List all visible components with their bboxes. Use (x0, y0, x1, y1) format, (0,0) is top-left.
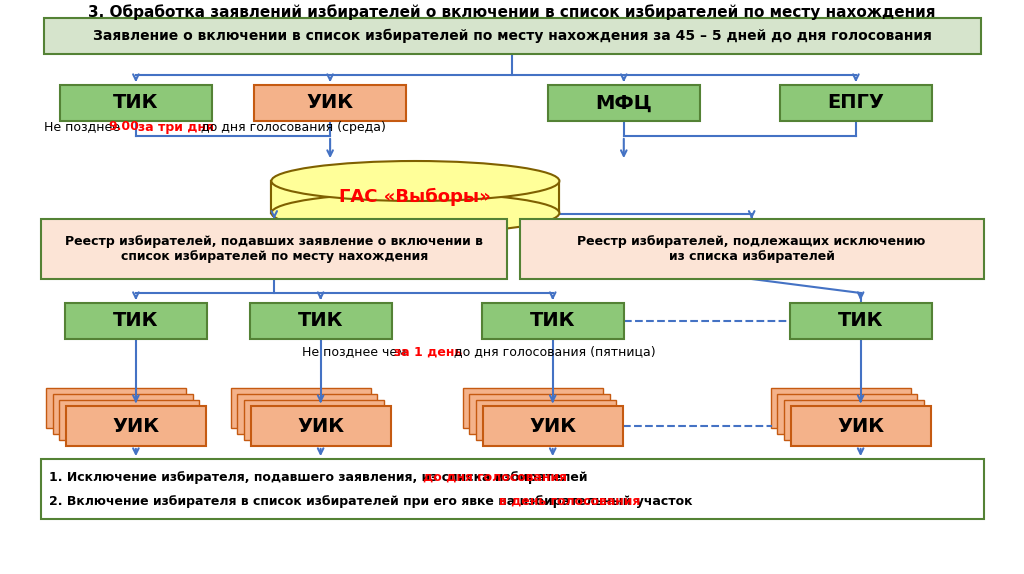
FancyBboxPatch shape (790, 303, 932, 339)
Text: ТИК: ТИК (298, 312, 343, 331)
Text: ТИК: ТИК (530, 312, 575, 331)
Text: за 1 день: за 1 день (394, 346, 463, 359)
FancyBboxPatch shape (476, 400, 616, 440)
FancyBboxPatch shape (251, 406, 391, 446)
Text: ТИК: ТИК (838, 312, 884, 331)
Text: 1. Исключение избирателя, подавшего заявления, из списка избирателей: 1. Исключение избирателя, подавшего заяв… (49, 471, 592, 483)
FancyBboxPatch shape (46, 388, 186, 428)
Text: УИК: УИК (297, 417, 344, 436)
Text: в день голосования: в день голосования (499, 494, 640, 507)
FancyBboxPatch shape (41, 459, 984, 519)
Text: Реестр избирателей, подлежащих исключению
из списка избирателей: Реестр избирателей, подлежащих исключени… (578, 235, 926, 263)
FancyBboxPatch shape (60, 85, 212, 121)
FancyBboxPatch shape (784, 400, 924, 440)
FancyBboxPatch shape (254, 85, 406, 121)
Text: Заявление о включении в список избирателей по месту нахождения за 45 – 5 дней до: Заявление о включении в список избирател… (93, 29, 932, 43)
Text: ТИК: ТИК (113, 312, 159, 331)
Text: Не позднее чем: Не позднее чем (302, 346, 415, 359)
Text: до дня голосования (среда): до дня голосования (среда) (197, 121, 386, 134)
FancyBboxPatch shape (44, 18, 981, 54)
FancyBboxPatch shape (548, 85, 699, 121)
Text: за три дня: за три дня (138, 121, 214, 134)
Text: 9.00: 9.00 (109, 121, 139, 134)
FancyBboxPatch shape (66, 406, 206, 446)
FancyBboxPatch shape (59, 400, 200, 440)
Text: 3. Обработка заявлений избирателей о включении в список избирателей по месту нах: 3. Обработка заявлений избирателей о вкл… (88, 4, 936, 20)
Text: до дня голосования: до дня голосования (423, 471, 566, 483)
FancyBboxPatch shape (244, 400, 384, 440)
Text: ГАС «Выборы»: ГАС «Выборы» (339, 188, 492, 206)
FancyBboxPatch shape (250, 303, 392, 339)
Ellipse shape (271, 161, 559, 201)
FancyBboxPatch shape (780, 85, 932, 121)
FancyBboxPatch shape (52, 394, 193, 434)
Text: МФЦ: МФЦ (595, 94, 652, 113)
FancyBboxPatch shape (482, 406, 623, 446)
FancyBboxPatch shape (777, 394, 918, 434)
FancyBboxPatch shape (481, 303, 624, 339)
FancyBboxPatch shape (791, 406, 931, 446)
Text: Не позднее: Не позднее (44, 121, 124, 134)
Text: УИК: УИК (113, 417, 160, 436)
FancyBboxPatch shape (469, 394, 609, 434)
FancyBboxPatch shape (41, 219, 507, 279)
FancyBboxPatch shape (771, 388, 910, 428)
Text: УИК: УИК (306, 94, 353, 113)
FancyBboxPatch shape (238, 394, 378, 434)
FancyBboxPatch shape (230, 388, 371, 428)
Text: ЕПГУ: ЕПГУ (827, 94, 885, 113)
Text: 2. Включение избирателя в список избирателей при его явке на избирательный участ: 2. Включение избирателя в список избират… (49, 494, 696, 507)
Text: УИК: УИК (529, 417, 577, 436)
Text: УИК: УИК (837, 417, 884, 436)
FancyBboxPatch shape (271, 181, 559, 213)
Text: до дня голосования (пятница): до дня голосования (пятница) (446, 346, 655, 359)
FancyBboxPatch shape (65, 303, 207, 339)
FancyBboxPatch shape (463, 388, 603, 428)
FancyBboxPatch shape (271, 181, 559, 213)
Ellipse shape (271, 193, 559, 233)
Text: ТИК: ТИК (113, 94, 159, 113)
FancyBboxPatch shape (519, 219, 984, 279)
Text: Реестр избирателей, подавших заявление о включении в
список избирателей по месту: Реестр избирателей, подавших заявление о… (66, 235, 483, 263)
